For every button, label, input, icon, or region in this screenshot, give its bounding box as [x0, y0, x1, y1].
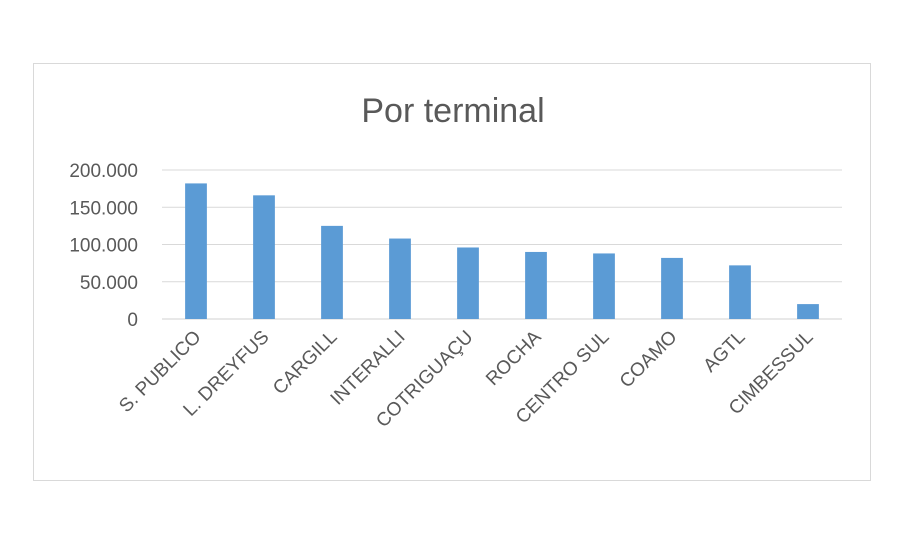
x-category-label: COAMO [616, 327, 682, 393]
x-category-label: CARGILL [269, 327, 341, 399]
bars [185, 183, 819, 319]
y-tick-label: 50.000 [80, 273, 138, 294]
bar [593, 253, 615, 319]
bar [389, 238, 411, 319]
bar [661, 257, 683, 319]
bar [525, 251, 547, 319]
y-tick-label: 150.000 [69, 198, 138, 219]
bar [457, 247, 479, 319]
y-tick-label: 100.000 [69, 236, 138, 257]
bar [185, 183, 207, 319]
y-tick-label: 200.000 [69, 161, 138, 182]
x-category-label: ROCHA [482, 326, 546, 390]
y-axis-ticks: 0 50.000 100.000 150.000 200.000 [69, 161, 138, 331]
x-category-label: AGTL [700, 327, 750, 377]
bar [797, 304, 819, 319]
bar [321, 225, 343, 319]
y-tick-label: 0 [127, 310, 138, 331]
bar [253, 195, 275, 319]
chart-title: Por terminal [361, 92, 544, 130]
gridlines [162, 169, 842, 320]
bar [729, 265, 751, 319]
